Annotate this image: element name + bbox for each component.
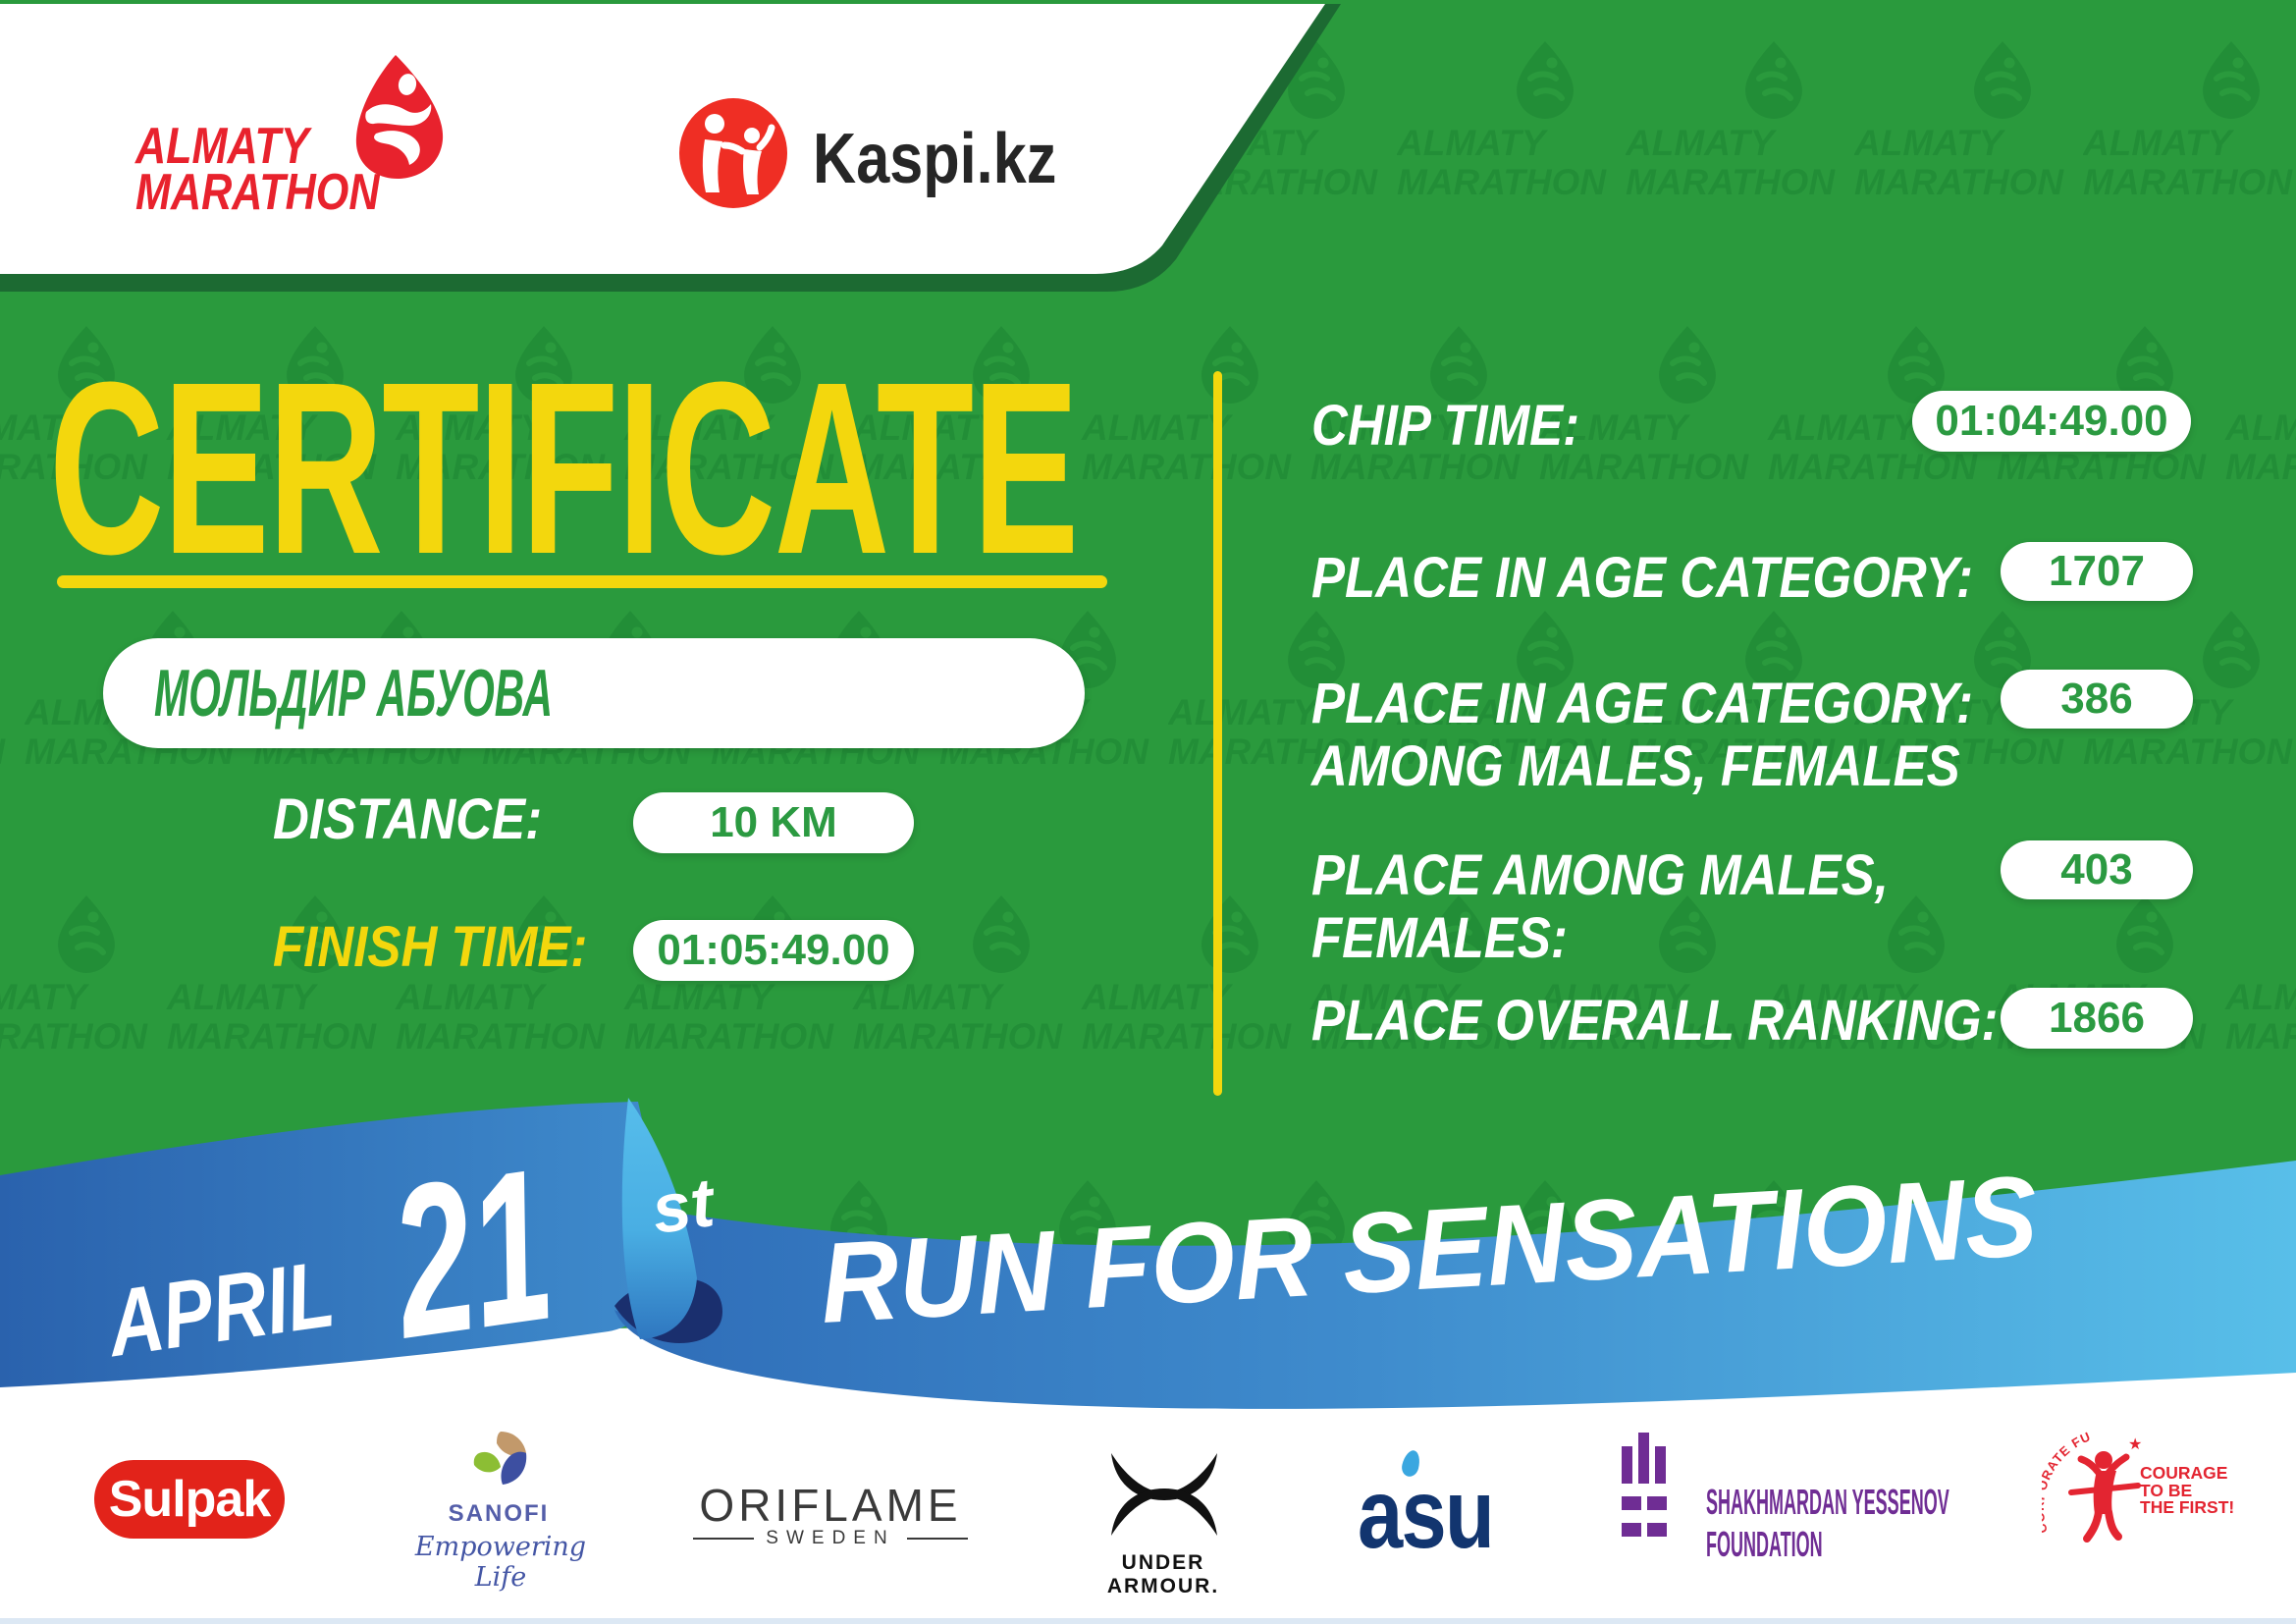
finish-time-value-field: 01:05:49.00 (633, 920, 914, 981)
yessenov-foundation-icon (1622, 1433, 1667, 1537)
courage-fund-slogan: COURAGE TO BE THE FIRST! (2140, 1463, 2235, 1517)
sanofi-bird-icon (473, 1432, 527, 1485)
courage-line3: THE FIRST! (2140, 1497, 2235, 1517)
finish-time-value: 01:05:49.00 (657, 926, 890, 974)
chip-time-field: 01:04:49.00 (1912, 391, 2191, 452)
chip-time-label: CHIP TIME: (1311, 394, 1580, 458)
almaty-line1: ALMATY (135, 118, 309, 175)
age-category-gender-place-field: 386 (2001, 670, 2193, 729)
courage-line2: TO BE (2140, 1480, 2193, 1500)
age-category-gender-place-label-line1: PLACE IN AGE CATEGORY: (1311, 672, 1973, 735)
courage-fund-icon: CORPORATE FUND ★ (2042, 1432, 2142, 1543)
chip-time-value: 01:04:49.00 (1935, 397, 2168, 445)
results-divider-line (1213, 371, 1222, 1096)
overall-ranking-value: 1866 (2049, 994, 2145, 1042)
participant-name: МОЛЬДИР АБУОВА (154, 656, 554, 731)
distance-value: 10 KM (710, 798, 837, 846)
courage-line1: COURAGE (2140, 1463, 2228, 1483)
svg-text:CORPORATE FUND: CORPORATE FUND (2042, 1432, 2093, 1535)
ribbon-main-band (614, 1161, 2296, 1409)
kaspi-wordmark: Kaspi.kz (813, 120, 1057, 198)
yessenov-foundation-wordmark: SHAKHMARDAN YESSENOV FOUNDATION (1706, 1481, 1949, 1565)
age-category-gender-place-value: 386 (2060, 675, 2133, 723)
bottom-edge-strip (0, 1618, 2296, 1624)
oriflame-right-rule (906, 1538, 968, 1540)
age-category-place-field: 1707 (2001, 542, 2193, 601)
title-underline (57, 575, 1107, 588)
header-white-panel (0, 4, 1325, 274)
event-month: APRIL (101, 1241, 341, 1378)
oriflame-country: SWEDEN (766, 1528, 895, 1548)
almaty-line2: MARATHON (135, 164, 380, 221)
event-day-suffix: st (647, 1164, 719, 1249)
age-category-place-value: 1707 (2049, 547, 2145, 595)
overall-ranking-label: PLACE OVERALL RANKING: (1311, 989, 1999, 1053)
participant-name-field: МОЛЬДИР АБУОВА (103, 638, 1085, 748)
sanofi-wordmark: SANOFI (448, 1500, 550, 1527)
finish-time-label: FINISH TIME: (273, 915, 588, 979)
svg-text:★: ★ (2128, 1436, 2142, 1453)
certificate-title: CERTIFICATE (49, 331, 1079, 605)
age-category-gender-place-label-line2: AMONG MALES, FEMALES (1311, 734, 1960, 798)
kaspi-icon (679, 98, 787, 208)
courage-fund-arc-text: CORPORATE FUND (2042, 1432, 2092, 1535)
gender-place-label-line1: PLACE AMONG MALES, (1311, 843, 1889, 907)
yessenov-line1: SHAKHMARDAN YESSENOV (1706, 1482, 1949, 1522)
oriflame-sweden-row: SWEDEN (693, 1528, 968, 1549)
gender-place-value: 403 (2060, 845, 2133, 893)
overall-ranking-field: 1866 (2001, 988, 2193, 1049)
asu-wordmark: asu (1358, 1459, 1495, 1569)
ribbon-left-band (0, 1102, 675, 1387)
age-category-place-label: PLACE IN AGE CATEGORY: (1311, 546, 1973, 610)
almaty-marathon-runner-icon (355, 55, 444, 179)
distance-label: DISTANCE: (273, 787, 543, 851)
sulpak-wordmark: Sulpak (108, 1471, 271, 1528)
under-armour-wordmark: UNDER ARMOUR. (1106, 1551, 1220, 1597)
yessenov-line2: FOUNDATION (1706, 1524, 1823, 1564)
oriflame-left-rule (693, 1538, 755, 1540)
ribbon-fold-twist (621, 1098, 697, 1339)
gender-place-field: 403 (2001, 840, 2193, 899)
oriflame-wordmark: ORIFLAME (699, 1480, 962, 1531)
gender-place-label-line2: FEMALES: (1311, 906, 1568, 970)
distance-value-field: 10 KM (633, 792, 914, 853)
event-day: 21 (378, 1122, 565, 1384)
watermark-pattern (0, 0, 2296, 1331)
almaty-marathon-wordmark: ALMATY MARATHON (135, 118, 380, 221)
under-armour-icon (1111, 1453, 1217, 1536)
sanofi-tagline: Empowering Life (414, 1532, 587, 1593)
sulpak-logo: Sulpak (94, 1460, 285, 1539)
